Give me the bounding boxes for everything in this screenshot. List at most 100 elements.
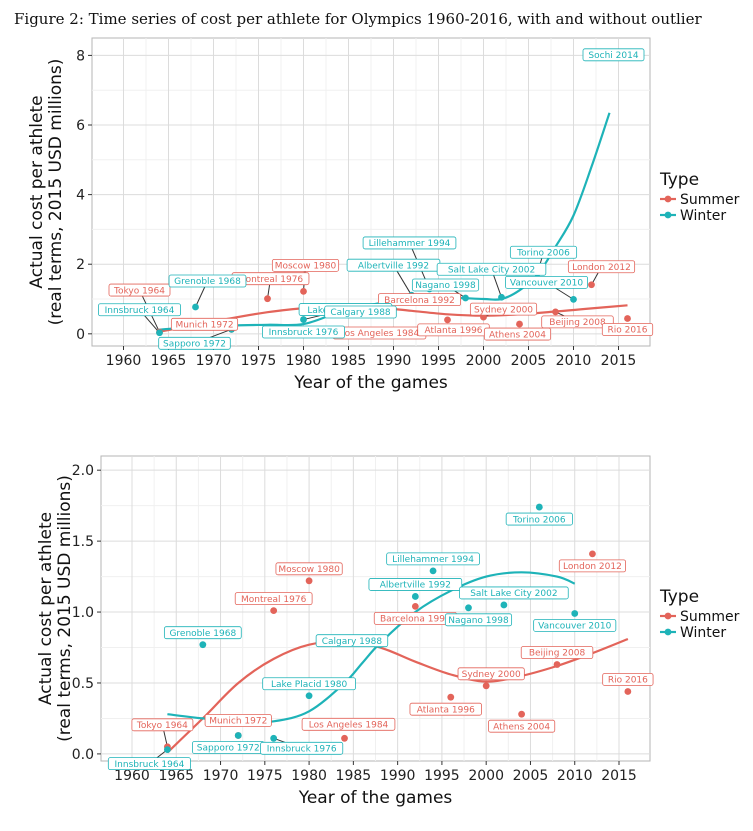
label-box-athens-2004	[483, 327, 552, 341]
point-label-lillehammer-1994: Lillehammer 1994	[392, 555, 474, 565]
point-moscow-1980	[300, 287, 307, 295]
x-tick-label: 2005	[513, 768, 549, 784]
label-box-grenoble-1968	[163, 626, 242, 640]
point-london-2012	[588, 281, 595, 289]
label-box-sydney-2000	[469, 302, 538, 316]
x-tick-label: 1970	[203, 768, 239, 784]
label-box-barcelona-1992	[377, 293, 461, 307]
y-tick-label: 1.0	[72, 605, 94, 621]
point-rio-2016	[624, 688, 632, 695]
label-box-atlanta-1996	[409, 702, 482, 716]
label-box-innsbruck-1964	[98, 303, 181, 317]
point-label-grenoble-1968: Grenoble 1968	[174, 277, 241, 287]
y-tick-label: 0.0	[72, 747, 94, 763]
legend-title: Type	[659, 170, 699, 190]
label-box-los-angeles-1984	[301, 717, 396, 731]
x-tick-label: 2015	[601, 768, 637, 784]
point-innsbruck-1976	[270, 734, 278, 742]
x-tick-label: 1970	[196, 353, 232, 369]
label-box-innsbruck-1976	[260, 741, 344, 755]
label-box-tokyo-1964	[108, 283, 171, 297]
y-tick-label: 2	[76, 257, 85, 273]
label-box-montreal-1976	[234, 592, 313, 606]
label-box-calgary-1988	[324, 305, 397, 319]
point-label-torino-2006: Torino 2006	[516, 248, 570, 258]
point-lillehammer-1994	[429, 567, 437, 575]
y-tick-label: 6	[76, 118, 85, 134]
x-tick-label: 1960	[106, 353, 142, 369]
legend-key-summer	[664, 195, 672, 203]
y-tick-label: 0.5	[72, 676, 94, 692]
label-box-vancouver-2010	[504, 275, 588, 289]
x-tick-label: 1965	[151, 353, 187, 369]
label-box-torino-2006	[509, 245, 578, 259]
x-tick-label: 2005	[511, 353, 547, 369]
point-label-vancouver-2010: Vancouver 2010	[510, 279, 583, 289]
point-label-sochi-2014: Sochi 2014	[588, 51, 638, 61]
x-tick-label: 1975	[241, 353, 277, 369]
point-salt-lake-city-2002	[500, 601, 508, 609]
x-tick-label: 1965	[158, 768, 194, 784]
point-label-albertville-1992: Albertville 1992	[358, 261, 429, 271]
label-box-salt-lake-city-2002	[459, 586, 569, 600]
point-torino-2006	[535, 503, 543, 511]
legend-label-summer: Summer	[680, 609, 740, 625]
label-box-calgary-1988	[315, 634, 389, 648]
point-label-london-2012: London 2012	[563, 562, 622, 572]
point-label-sapporo-1972: Sapporo 1972	[197, 744, 260, 754]
point-innsbruck-1964	[156, 329, 163, 337]
point-label-rio-2016: Rio 2016	[607, 326, 647, 336]
point-rio-2016	[624, 315, 631, 322]
label-box-tokyo-1964	[131, 718, 194, 732]
label-box-nagano-1998	[411, 278, 480, 292]
label-box-moscow-1980	[271, 258, 340, 272]
point-label-vancouver-2010: Vancouver 2010	[538, 622, 611, 632]
y-tick-label: 2.0	[72, 463, 94, 479]
point-label-sapporo-1972: Sapporo 1972	[163, 339, 226, 349]
y-tick-label: 8	[76, 48, 85, 64]
point-lake-placid-1980	[300, 316, 307, 323]
legend-title: Type	[659, 587, 699, 607]
label-box-beijing-2008	[541, 315, 614, 329]
point-athens-2004	[516, 320, 523, 328]
x-tick-label: 1980	[286, 353, 322, 369]
point-montreal-1976	[270, 607, 278, 615]
point-nagano-1998	[465, 604, 472, 612]
x-tick-label: 1960	[114, 768, 150, 784]
x-tick-label: 2015	[601, 353, 637, 369]
point-label-barcelona-1992: Barcelona 1992	[380, 615, 451, 625]
point-beijing-2008	[553, 661, 561, 668]
x-axis-label: Year of the games	[298, 788, 453, 808]
y-tick-label: 0	[76, 327, 85, 343]
point-salt-lake-city-2002	[498, 293, 505, 301]
label-box-athens-2004	[488, 719, 556, 733]
y-tick-label: 4	[76, 188, 85, 204]
point-atlanta-1996	[447, 693, 455, 701]
figure-title: Figure 2: Time series of cost per athlet…	[14, 10, 702, 28]
x-tick-label: 1995	[424, 768, 460, 784]
label-box-munich-1972	[170, 317, 239, 331]
label-box-innsbruck-1964	[107, 757, 191, 771]
point-label-munich-1972: Munich 1972	[175, 320, 233, 330]
legend-key-summer	[664, 612, 672, 620]
point-label-munich-1972: Munich 1972	[209, 717, 267, 727]
label-box-innsbruck-1976	[261, 325, 345, 339]
point-label-atlanta-1996: Atlanta 1996	[424, 326, 482, 336]
label-box-lillehammer-1994	[386, 552, 480, 566]
point-label-albertville-1992: Albertville 1992	[380, 581, 451, 591]
point-los-angeles-1984	[341, 734, 348, 742]
label-box-grenoble-1968	[168, 274, 247, 288]
label-box-moscow-1980	[275, 562, 343, 576]
point-grenoble-1968	[199, 641, 207, 649]
point-label-calgary-1988: Calgary 1988	[330, 308, 391, 318]
point-lake-placid-1980	[305, 692, 313, 700]
x-tick-label: 1980	[291, 768, 327, 784]
point-sapporo-1972	[234, 732, 242, 739]
point-label-calgary-1988: Calgary 1988	[322, 637, 383, 647]
point-label-moscow-1980: Moscow 1980	[275, 262, 337, 272]
point-label-rio-2016: Rio 2016	[608, 676, 648, 686]
label-box-lake-placid-1980	[262, 677, 356, 691]
y-tick-label: 1.5	[72, 534, 94, 550]
point-label-innsbruck-1976: Innsbruck 1976	[269, 328, 339, 338]
